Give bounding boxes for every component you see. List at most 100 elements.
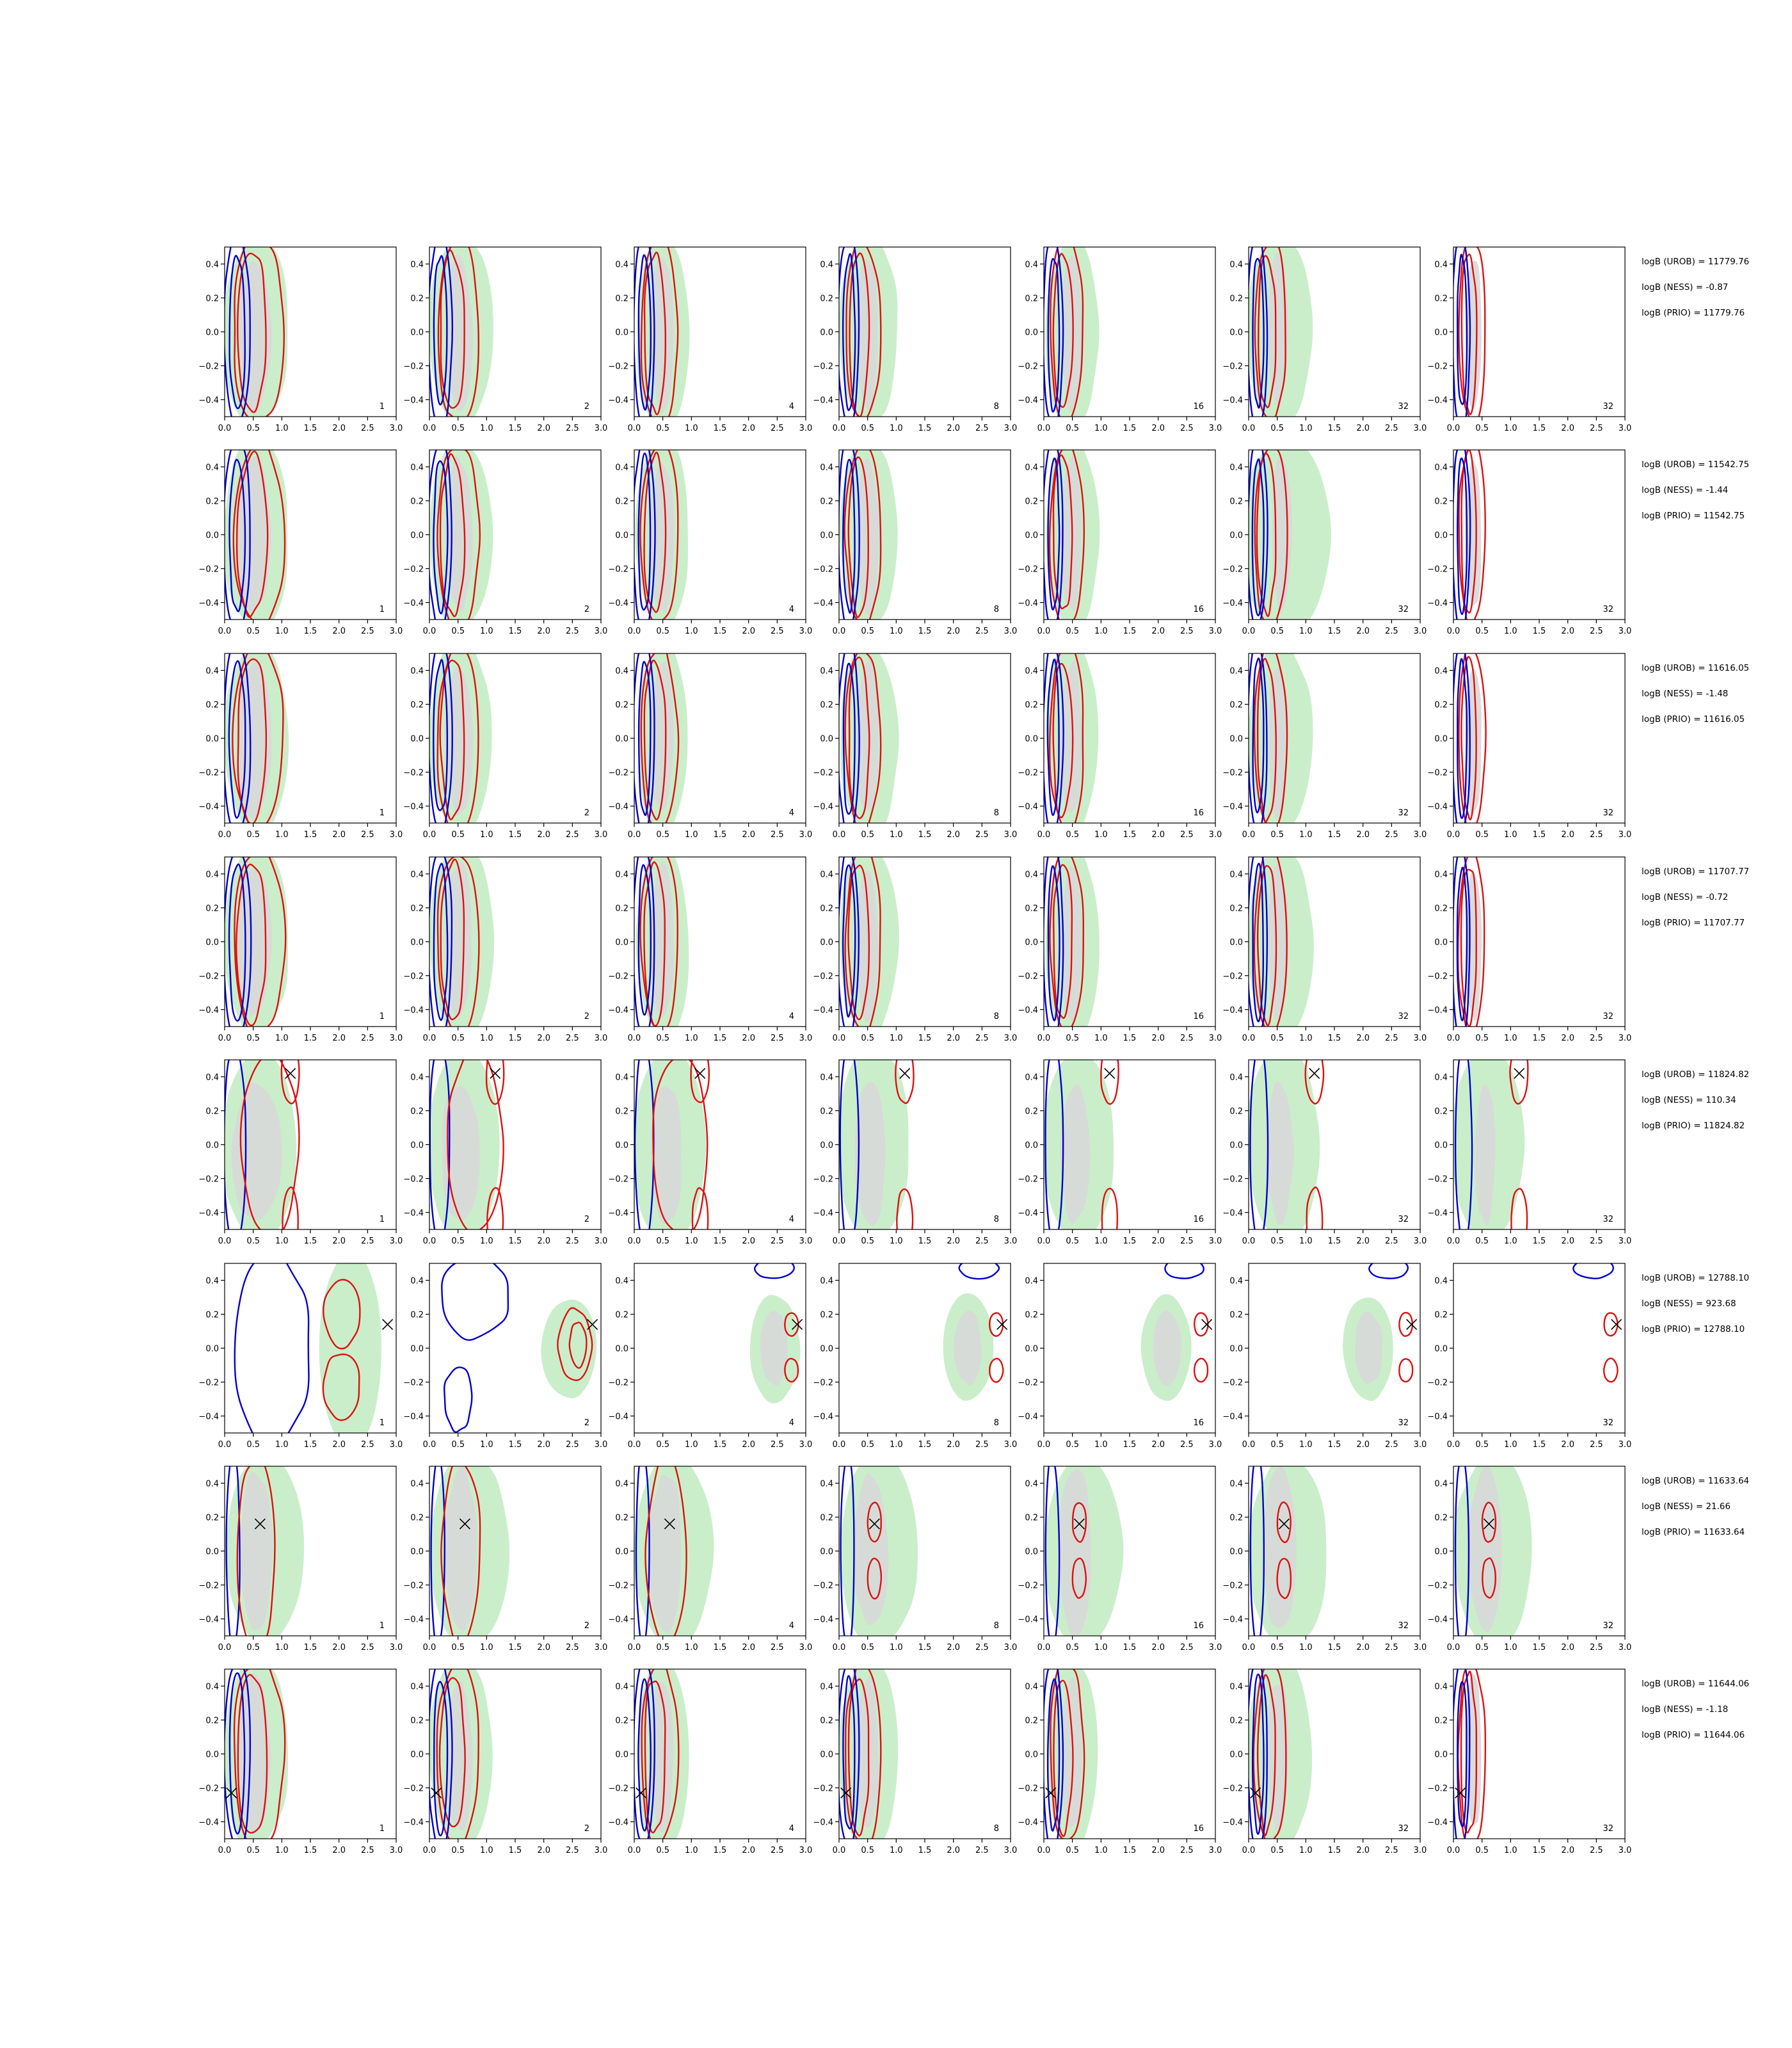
panel-label: 32	[1398, 1824, 1409, 1834]
x-tick-label: 0.0	[1242, 1440, 1256, 1450]
x-tick-label: 0.5	[451, 1846, 465, 1855]
true-value-marker	[1514, 1068, 1525, 1079]
x-tick-label: 1.0	[1094, 424, 1108, 433]
x-tick-label: 1.5	[509, 1440, 522, 1450]
x-tick-label: 1.5	[918, 627, 932, 636]
x-tick-label: 2.5	[1590, 1034, 1603, 1043]
y-tick-label: 0.2	[205, 294, 219, 304]
x-tick-label: 2.0	[332, 830, 346, 840]
y-tick-label: −0.4	[813, 1006, 833, 1016]
grey-density-region	[1465, 669, 1482, 815]
y-tick-label: 0.2	[615, 1311, 628, 1320]
grey-density-region	[236, 456, 272, 612]
red-contour-line	[644, 1466, 687, 1636]
y-tick-label: 0.4	[1434, 1277, 1448, 1286]
x-tick-label: 3.0	[595, 1034, 608, 1043]
y-tick-label: −0.4	[403, 599, 424, 609]
panel-label: 2	[584, 402, 589, 412]
blue-contour-line	[1454, 1466, 1470, 1636]
y-tick-label: −0.4	[608, 1209, 628, 1219]
evidence-annotation: logB (UROB) = 11616.05	[1642, 663, 1749, 673]
x-tick-label: 2.5	[361, 1643, 374, 1652]
y-tick-label: 0.4	[410, 1683, 424, 1692]
y-tick-label: 0.2	[410, 701, 424, 710]
x-tick-label: 1.0	[1504, 1034, 1517, 1043]
x-tick-label: 1.5	[304, 830, 317, 840]
y-tick-label: 0.2	[1434, 701, 1448, 710]
y-tick-label: 0.2	[820, 1107, 833, 1117]
y-tick-label: −0.2	[403, 972, 424, 982]
x-tick-label: 3.0	[1414, 830, 1427, 840]
red-contour-line	[436, 653, 479, 823]
y-tick-label: 0.4	[410, 1277, 424, 1286]
blue-contour-line	[635, 1466, 650, 1636]
x-tick-label: 1.0	[685, 830, 698, 840]
y-tick-label: −0.4	[1427, 1006, 1448, 1016]
x-tick-label: 3.0	[390, 627, 403, 636]
blue-contour-line	[842, 662, 856, 815]
red-contour-line	[437, 247, 479, 417]
x-tick-label: 3.0	[1004, 1643, 1018, 1652]
x-tick-label: 0.5	[246, 830, 260, 840]
grey-density-region	[445, 255, 474, 412]
y-tick-label: 0.2	[1229, 1716, 1243, 1726]
red-contour-line	[989, 1357, 1004, 1383]
subplot-r1-c6: 0.4 0.2 0.0 −0.2 −0.4 0.0 0.5 1.0 1.5 2.0 2.5 3.0 32	[1222, 246, 1427, 433]
red-contour-line	[1254, 450, 1288, 620]
y-tick-label: 0.2	[1229, 1107, 1243, 1117]
blue-contour-line	[1456, 253, 1468, 405]
x-tick-label: 2.0	[537, 830, 550, 840]
blue-contour-line	[430, 1466, 445, 1636]
x-tick-label: 2.0	[332, 627, 346, 636]
x-tick-label: 0.5	[1066, 1440, 1079, 1450]
x-tick-label: 3.0	[1004, 424, 1018, 433]
y-tick-label: −0.4	[1018, 1209, 1038, 1219]
green-density-region	[319, 1263, 381, 1433]
x-tick-label: 2.5	[771, 1846, 784, 1855]
y-tick-label: −0.2	[1018, 1175, 1038, 1185]
x-tick-label: 1.5	[1123, 1643, 1137, 1652]
x-tick-label: 1.5	[1533, 1440, 1546, 1450]
blue-contour-line	[839, 653, 860, 823]
y-tick-label: −0.2	[403, 362, 424, 372]
red-contour-line	[640, 247, 679, 417]
grey-density-region	[442, 1085, 480, 1220]
y-tick-label: −0.2	[608, 362, 628, 372]
x-tick-label: 1.5	[1328, 1440, 1341, 1450]
y-tick-label: −0.4	[1222, 1006, 1243, 1016]
true-value-marker	[1250, 1787, 1261, 1799]
blue-contour-line	[225, 1669, 252, 1839]
y-tick-label: 0.4	[205, 260, 219, 270]
subplot-r3-c5: 0.4 0.2 0.0 −0.2 −0.4 0.0 0.5 1.0 1.5 2.0 2.5 3.0 16	[1018, 653, 1222, 840]
subplot-r2-c4: 0.4 0.2 0.0 −0.2 −0.4 0.0 0.5 1.0 1.5 2.0 2.5 3.0 8	[813, 449, 1017, 636]
subplot-r5-c5: 0.4 0.2 0.0 −0.2 −0.4 0.0 0.5 1.0 1.5 2.0 2.5 3.0 16	[1018, 1059, 1222, 1246]
x-tick-label: 0.0	[628, 1236, 641, 1246]
x-tick-label: 1.5	[1533, 424, 1546, 433]
y-tick-label: 0.4	[410, 260, 424, 270]
x-tick-label: 2.5	[975, 1846, 989, 1855]
blue-contour-line	[1572, 1263, 1614, 1279]
x-tick-label: 2.5	[1385, 1440, 1398, 1450]
panel-label: 16	[1193, 605, 1204, 614]
subplot-r6-c7: 0.4 0.2 0.0 −0.2 −0.4 0.0 0.5 1.0 1.5 2.0 2.5 3.0 32	[1427, 1263, 1631, 1450]
x-tick-label: 3.0	[595, 1846, 608, 1855]
blue-contour-line	[225, 247, 251, 417]
red-contour-line	[322, 1353, 360, 1421]
blue-contour-line	[1249, 247, 1268, 417]
subplot-r6-c6: 0.4 0.2 0.0 −0.2 −0.4 0.0 0.5 1.0 1.5 2.0 2.5 3.0 32	[1222, 1263, 1427, 1450]
x-tick-label: 1.5	[1123, 627, 1137, 636]
x-tick-label: 1.5	[918, 830, 932, 840]
red-contour-line	[1509, 1060, 1529, 1105]
x-tick-label: 0.0	[833, 1440, 846, 1450]
blue-contour-line	[1249, 653, 1268, 823]
x-tick-label: 2.5	[975, 1643, 989, 1652]
x-tick-label: 2.0	[947, 1236, 960, 1246]
x-tick-label: 1.5	[1533, 627, 1546, 636]
x-tick-label: 1.0	[685, 627, 698, 636]
panel-label: 4	[789, 1621, 794, 1631]
x-tick-label: 2.0	[742, 627, 755, 636]
x-tick-label: 1.0	[275, 1846, 289, 1855]
x-tick-label: 0.0	[1242, 830, 1256, 840]
subplot-r7-c2: 0.4 0.2 0.0 −0.2 −0.4 0.0 0.5 1.0 1.5 2.0 2.5 3.0 2	[403, 1466, 607, 1652]
evidence-annotation: logB (UROB) = 11707.77	[1642, 867, 1749, 877]
